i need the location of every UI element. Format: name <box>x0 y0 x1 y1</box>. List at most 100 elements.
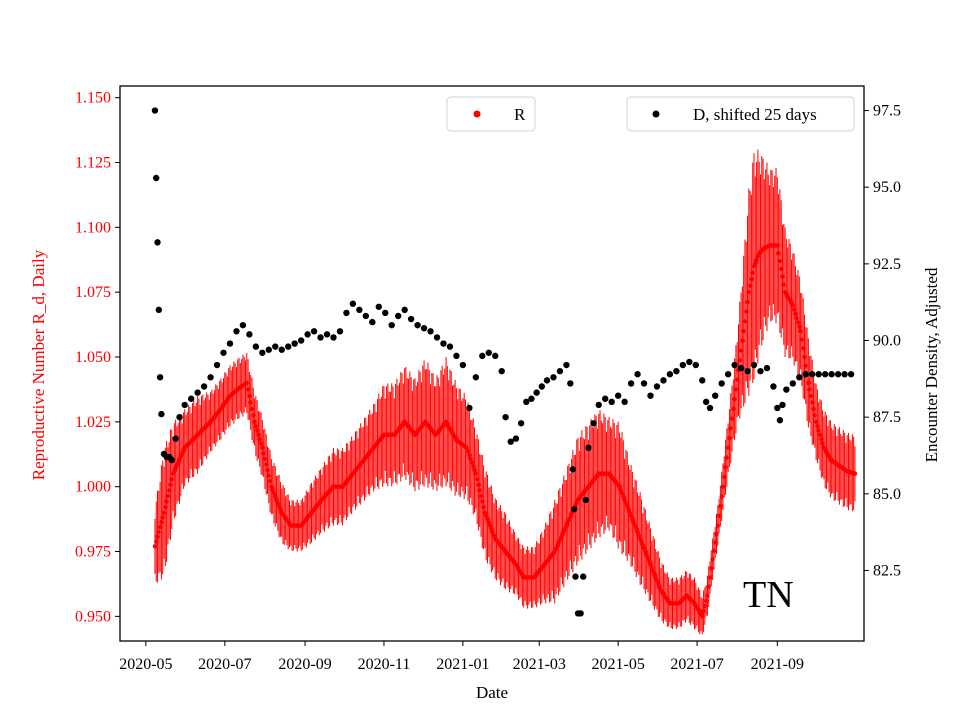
d-point <box>653 383 661 390</box>
d-point <box>466 404 473 412</box>
d-point <box>699 377 706 384</box>
right-y-tick-label: 97.5 <box>873 103 901 120</box>
d-point <box>246 331 253 338</box>
d-point <box>621 398 628 406</box>
legend-r-label: R <box>514 105 526 124</box>
d-point <box>841 371 848 378</box>
d-point <box>821 371 829 378</box>
d-point <box>356 306 363 314</box>
d-point <box>774 404 781 412</box>
d-point <box>153 174 160 182</box>
legend-d-label: D, shifted 25 days <box>693 105 817 124</box>
d-point <box>291 340 298 347</box>
d-point <box>550 374 557 381</box>
d-point <box>731 361 738 369</box>
d-point <box>401 306 408 314</box>
d-point <box>744 367 751 375</box>
d-point <box>712 392 719 399</box>
left-y-tick-label: 0.950 <box>75 608 111 625</box>
legend-d: D, shifted 25 days <box>626 96 855 132</box>
series-r-layer <box>152 149 858 635</box>
d-point <box>207 374 214 381</box>
d-point <box>523 398 530 406</box>
d-point <box>666 371 674 378</box>
left-y-tick-label: 0.975 <box>75 544 111 561</box>
d-point <box>802 371 809 378</box>
d-point <box>570 505 578 513</box>
d-point <box>718 380 725 387</box>
d-point <box>349 300 357 307</box>
d-point <box>433 334 441 341</box>
state-annotation: TN <box>743 574 794 616</box>
x-axis-title: Date <box>476 683 508 702</box>
d-point <box>252 343 260 350</box>
d-point <box>770 383 777 390</box>
d-point <box>194 389 201 396</box>
d-point <box>226 340 234 347</box>
d-point <box>187 395 195 402</box>
d-point <box>692 361 699 369</box>
d-point <box>847 371 855 378</box>
left-y-axis-title: Reproductive Number R_d, Daily <box>29 249 48 480</box>
d-point <box>492 352 499 360</box>
d-point <box>686 358 693 366</box>
left-y-tick-label: 1.075 <box>75 284 111 301</box>
d-point <box>472 374 480 381</box>
right-y-axis: 82.5 85.0 87.5 90.0 92.5 95.0 97.5 <box>864 103 901 579</box>
d-point <box>154 239 161 246</box>
x-tick-label: 2021-03 <box>513 656 566 673</box>
left-y-axis: 0.950 0.975 1.000 1.025 1.050 1.075 1.100 1.125… <box>75 90 120 625</box>
d-point <box>702 398 710 406</box>
d-point <box>572 573 579 580</box>
d-point <box>220 349 227 356</box>
right-y-tick-label: 90.0 <box>873 333 901 350</box>
x-tick-label: 2020-07 <box>198 656 251 673</box>
d-point <box>533 389 540 396</box>
d-point <box>569 466 577 473</box>
d-point <box>330 334 337 341</box>
d-point <box>172 435 179 442</box>
d-point <box>627 380 635 387</box>
d-point <box>796 374 803 381</box>
d-point <box>809 371 816 378</box>
d-point <box>595 401 602 409</box>
series-d-layer <box>151 107 855 617</box>
d-point <box>724 371 732 378</box>
right-y-tick-label: 92.5 <box>873 256 901 273</box>
d-point <box>168 456 175 464</box>
d-point <box>317 334 324 341</box>
d-point <box>446 343 454 350</box>
d-point <box>479 352 486 360</box>
d-point <box>512 435 520 442</box>
d-point <box>614 392 622 399</box>
x-tick-label: 2021-07 <box>670 656 723 673</box>
d-point <box>507 438 514 445</box>
d-point <box>567 380 574 387</box>
d-point <box>297 337 305 344</box>
d-point <box>517 420 525 427</box>
d-point <box>155 306 163 314</box>
d-point <box>213 361 221 369</box>
left-y-tick-label: 1.050 <box>75 349 111 366</box>
right-y-tick-label: 85.0 <box>873 486 901 503</box>
d-point <box>789 380 797 387</box>
d-point <box>585 444 592 452</box>
d-point <box>556 367 564 375</box>
d-point <box>459 361 467 369</box>
d-point <box>394 312 402 320</box>
d-point <box>485 349 492 356</box>
d-point <box>634 371 641 378</box>
legend-d-box <box>626 96 855 132</box>
left-y-tick-label: 1.025 <box>75 414 111 431</box>
d-point <box>776 417 784 424</box>
right-y-tick-label: 82.5 <box>873 562 901 579</box>
d-point <box>156 374 164 381</box>
plot-frame <box>119 85 865 642</box>
d-point <box>362 312 370 320</box>
d-point <box>815 371 822 378</box>
d-point <box>582 496 590 504</box>
d-point <box>151 107 159 114</box>
d-point <box>563 361 570 369</box>
d-point <box>538 383 546 390</box>
